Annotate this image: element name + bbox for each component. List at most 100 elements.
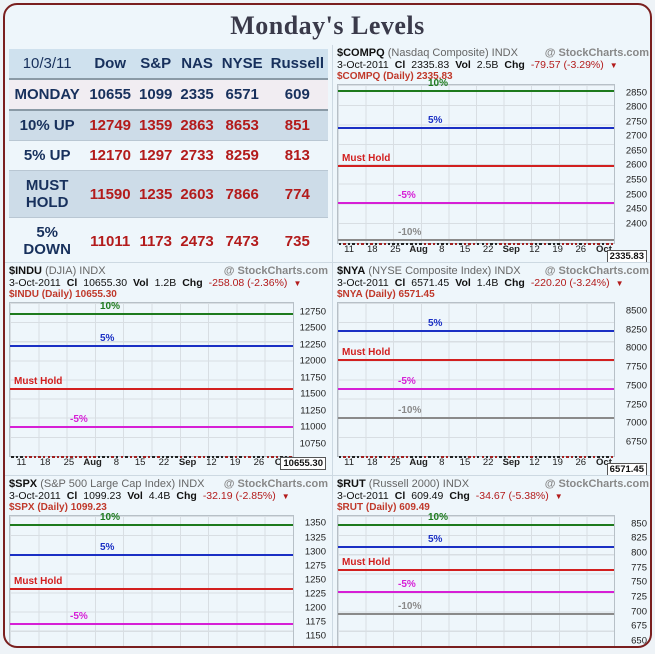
chart-plot-indu[interactable]: 10% 5% Must Hold -5% 12750 12500 12250 12000 117…	[9, 302, 328, 473]
chart-date-spx: 3-Oct-2011	[9, 490, 61, 502]
chart-plot-spx[interactable]: 10% 5% Must Hold -5% -10% 1350 1325 1300 1275 125…	[9, 515, 328, 648]
y-axis-tick-compq-2700: 2700	[626, 131, 647, 142]
chart-source-indu: @ StockCharts.com	[224, 265, 328, 277]
y-axis-tick-nya-7250: 7250	[626, 399, 647, 410]
reference-line-label-compq-5pct: 5%	[428, 115, 442, 126]
x-axis-tick-indu-Aug: Aug	[80, 457, 104, 473]
y-axis-tick-compq-2600: 2600	[626, 160, 647, 171]
chart-cell-spx: $SPX (S&P 500 Large Cap Index) INDX @ Sto…	[5, 476, 333, 648]
monday-levels-card: Monday's Levels 10/3/11 Dow S&P NAS NYSE…	[3, 3, 652, 648]
y-axis-tick-nya-8500: 8500	[626, 305, 647, 316]
chart-plot-rut[interactable]: 10% 5% Must Hold -5% -10% 850 825 800 775 750 725 7…	[337, 515, 649, 648]
x-axis-tick-indu-12: 12	[199, 457, 223, 473]
x-axis-tick-compq-Sep: Sep	[499, 244, 522, 260]
chart-cell-nya: $NYA (NYSE Composite Index) INDX @ StockC…	[333, 263, 652, 476]
x-axis-tick-compq-18: 18	[360, 244, 383, 260]
reference-line-label-spx--10pct: -10%	[70, 645, 93, 648]
y-axis-tick-rut-850: 850	[631, 518, 647, 529]
reference-line-spx-must-hold	[10, 588, 293, 590]
chart-date-compq: 3-Oct-2011	[337, 59, 389, 71]
x-axis-tick-compq-25: 25	[383, 244, 406, 260]
chart-subtitle-rut: (Russell 2000) INDX	[369, 478, 469, 490]
x-axis-tick-compq-19: 19	[546, 244, 569, 260]
reference-line-label-rut-5pct: 5%	[428, 534, 442, 545]
chart-series-label-spx: $SPX (Daily) 1099.23	[9, 502, 328, 513]
x-axis-tick-compq-12: 12	[522, 244, 545, 260]
reference-line-nya--5pct	[338, 388, 614, 390]
chart-plot-compq[interactable]: 10% 5% Must Hold -5% -10% 2850 2800 2750 2700 265…	[337, 84, 649, 260]
reference-line-compq-10pct	[338, 90, 614, 92]
table-header-row: 10/3/11 Dow S&P NAS NYSE Russell	[9, 49, 328, 79]
chart-subtitle-spx: (S&P 500 Large Cap Index) INDX	[40, 478, 204, 490]
table-row-monday: MONDAY 10655 1099 2335 6571 609	[9, 79, 328, 110]
x-axis-tick-nya-19: 19	[546, 457, 569, 473]
chart-symbol-indu: $INDU	[9, 265, 42, 277]
chart-close-compq: 2335.83	[411, 59, 449, 71]
chart-plot-nya[interactable]: 5% Must Hold -5% -10% 8500 8250 8000 7750 7500 72…	[337, 302, 649, 473]
reference-line-label-rut-must-hold: Must Hold	[342, 556, 390, 567]
reference-line-spx-10pct	[10, 524, 293, 526]
x-axis-tick-indu-15: 15	[128, 457, 152, 473]
x-axis-tick-compq-11: 11	[337, 244, 360, 260]
y-axis-tick-indu-12250: 12250	[300, 339, 326, 350]
reference-line-rut-must-hold	[338, 569, 614, 571]
x-axis-tick-compq-8: 8	[430, 244, 453, 260]
table-row-5down: 5% DOWN 11011 1173 2473 7473 735	[9, 218, 328, 264]
table-col-russell: Russell	[267, 49, 328, 79]
chart-vol-compq: 2.5B	[477, 59, 499, 71]
reference-line-compq--5pct	[338, 202, 614, 204]
reference-line-label-indu-10pct: 10%	[100, 301, 120, 312]
reference-line-label-rut--5pct: -5%	[398, 579, 416, 590]
x-axis-tick-nya-25: 25	[383, 457, 406, 473]
x-axis-tick-nya-22: 22	[476, 457, 499, 473]
x-axis-tick-indu-25: 25	[57, 457, 81, 473]
chart-close-rut: 609.49	[411, 490, 443, 502]
chart-date-rut: 3-Oct-2011	[337, 490, 389, 502]
x-axis-tick-compq-26: 26	[569, 244, 592, 260]
y-axis-tick-nya-7000: 7000	[626, 418, 647, 429]
table-row-musthold: MUST HOLD 11590 1235 2603 7866 774	[9, 171, 328, 218]
reference-line-compq-must-hold	[338, 165, 614, 167]
reference-line-label-rut--10pct: -10%	[398, 601, 421, 612]
y-axis-tick-indu-11000: 11000	[300, 422, 326, 433]
reference-line-nya-5pct	[338, 330, 614, 332]
reference-line-nya--10pct	[338, 417, 614, 419]
chart-chg-compq: -79.57 (-3.29%)	[531, 59, 604, 71]
reference-line-label-spx-must-hold: Must Hold	[14, 576, 62, 587]
reference-line-nya-must-hold	[338, 359, 614, 361]
x-axis-tick-indu-22: 22	[152, 457, 176, 473]
table-row-5up: 5% UP 12170 1297 2733 8259 813	[9, 141, 328, 171]
y-axis-tick-nya-8000: 8000	[626, 343, 647, 354]
reference-line-rut--10pct	[338, 613, 614, 615]
y-axis-tick-compq-2800: 2800	[626, 102, 647, 113]
last-price-label-nya: 6571.45	[607, 463, 647, 476]
x-axis-tick-compq-15: 15	[453, 244, 476, 260]
reference-line-label-spx--5pct: -5%	[70, 611, 88, 622]
table-row-10up: 10% UP 12749 1359 2863 8653 851	[9, 110, 328, 141]
y-axis-tick-spx-1350: 1350	[305, 518, 326, 529]
x-axis-tick-compq-22: 22	[476, 244, 499, 260]
levels-table-cell: 10/3/11 Dow S&P NAS NYSE Russell MONDAY …	[5, 45, 333, 263]
page-title: Monday's Levels	[5, 5, 650, 45]
y-axis-tick-rut-725: 725	[631, 591, 647, 602]
y-axis-tick-spx-1175: 1175	[306, 617, 326, 628]
reference-line-indu-10pct	[10, 313, 293, 315]
reference-line-indu--5pct	[10, 426, 293, 428]
x-axis-tick-indu-26: 26	[247, 457, 271, 473]
x-axis-tick-indu-8: 8	[104, 457, 128, 473]
chart-date-nya: 3-Oct-2011	[337, 277, 389, 289]
y-axis-tick-compq-2500: 2500	[626, 189, 647, 200]
y-axis-tick-spx-1325: 1325	[305, 532, 326, 543]
levels-table: 10/3/11 Dow S&P NAS NYSE Russell MONDAY …	[9, 49, 328, 263]
reference-line-label-spx-5pct: 5%	[100, 542, 114, 553]
reference-line-spx-5pct	[10, 554, 293, 556]
last-price-label-indu: 10655.30	[280, 457, 326, 470]
last-price-label-compq: 2335.83	[607, 250, 647, 263]
reference-line-label-compq--10pct: -10%	[398, 227, 421, 238]
x-axis-tick-nya-26: 26	[569, 457, 592, 473]
y-axis-tick-spx-1125: 1125	[306, 645, 326, 648]
y-axis-tick-rut-675: 675	[631, 621, 647, 632]
reference-line-label-compq--5pct: -5%	[398, 190, 416, 201]
reference-line-rut--5pct	[338, 591, 614, 593]
chart-cell-compq: $COMPQ (Nasdaq Composite) INDX @ StockCha…	[333, 45, 652, 263]
